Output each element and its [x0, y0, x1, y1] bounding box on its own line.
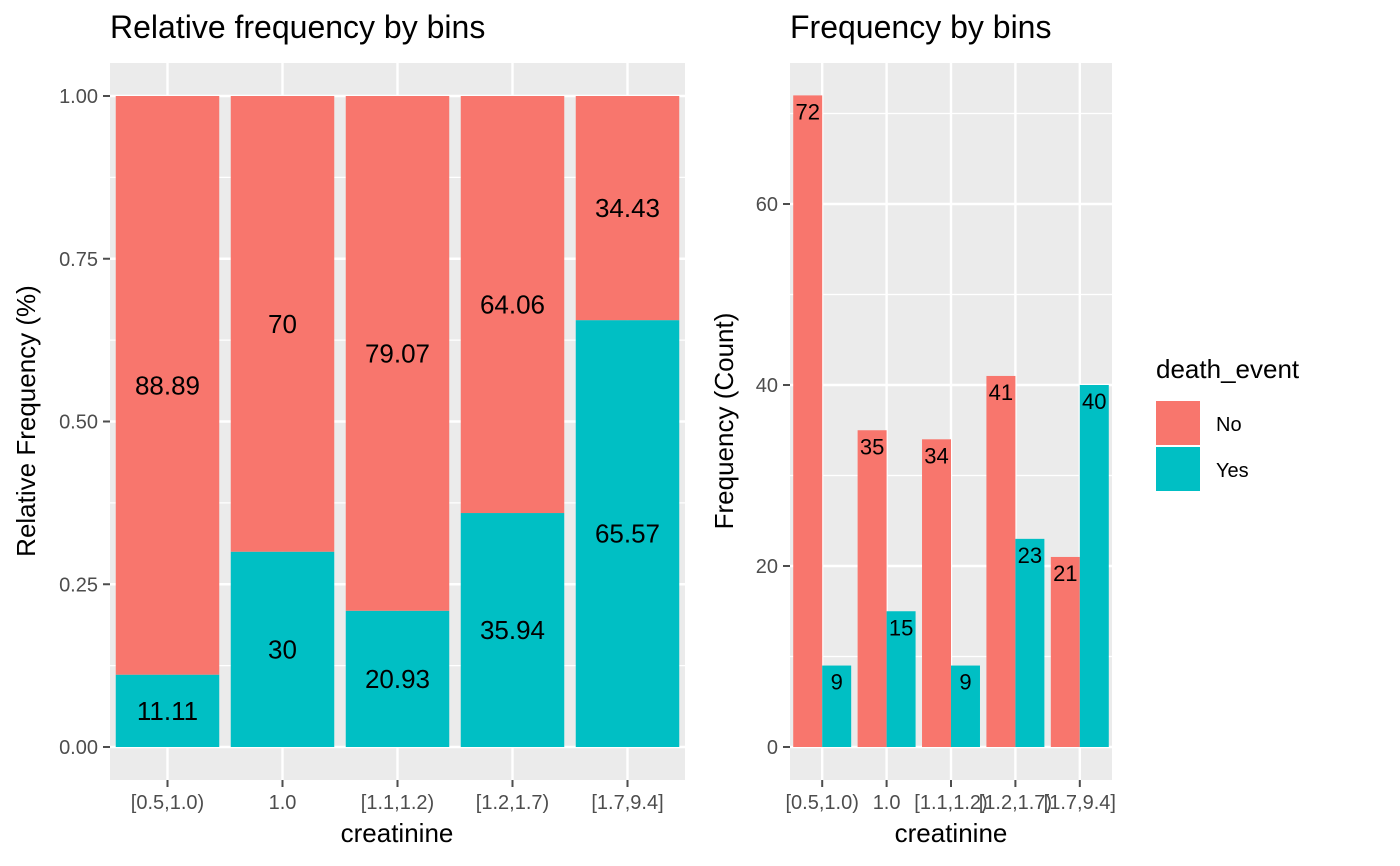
y-tick-label: 0.25	[59, 574, 98, 596]
bar-no	[986, 375, 1016, 747]
data-label-yes: 9	[959, 670, 971, 695]
x-tick-label: [1.7,9.4]	[1044, 792, 1116, 814]
x-tick-label: 1.0	[269, 792, 297, 814]
left-bars	[115, 96, 680, 747]
legend-label-no: No	[1216, 414, 1242, 436]
data-label-yes: 30	[268, 634, 297, 664]
y-tick-label: 1.00	[59, 86, 98, 108]
right-data-labels: 72 35 34 41 21 9 15 9 23 40	[795, 99, 1106, 694]
legend-title: death_event	[1156, 354, 1300, 384]
data-label-no: 34.43	[595, 193, 660, 223]
legend-key-yes	[1156, 447, 1200, 491]
right-chart-title: Frequency by bins	[790, 9, 1051, 45]
legend: death_event No Yes	[1156, 354, 1300, 491]
data-label-yes: 40	[1082, 389, 1106, 414]
data-label-no: 72	[795, 99, 819, 124]
right-chart: Frequency by bins 72 35 34 41 21 9 15 9 23 40 0 20…	[709, 9, 1116, 848]
bar-no	[575, 96, 680, 321]
data-label-no: 41	[989, 380, 1013, 405]
y-tick-label: 0.50	[59, 412, 98, 434]
legend-key-no	[1156, 401, 1200, 445]
bar-yes	[115, 674, 220, 747]
bar-no	[793, 95, 823, 747]
data-label-yes: 11.11	[137, 696, 198, 726]
data-label-no: 70	[268, 309, 297, 339]
x-tick-label: [1.2,1.7)	[979, 792, 1052, 814]
bar-no	[857, 430, 887, 747]
data-label-no: 64.06	[480, 290, 545, 320]
bar-no	[922, 439, 951, 747]
right-y-axis: 0 20 40 60	[756, 194, 790, 759]
bar-yes	[1015, 538, 1045, 747]
right-bars	[793, 95, 1109, 747]
bar-yes	[822, 665, 852, 747]
bar-yes	[460, 513, 565, 747]
left-chart: Relative frequency by bins 11.11 88.89 30 7…	[11, 9, 685, 848]
data-label-no: 21	[1053, 561, 1077, 586]
y-tick-label: 0	[767, 737, 778, 759]
data-label-yes: 20.93	[365, 664, 430, 694]
bar-yes	[230, 551, 335, 747]
x-tick-label: 1.0	[873, 792, 901, 814]
right-x-axis: [0.5,1.0) 1.0 [1.1,1.2)[1.2,1.7)[1.7,9.4]	[786, 780, 1116, 814]
data-label-yes: 9	[831, 670, 843, 695]
x-tick-label: [1.2,1.7)	[476, 792, 549, 814]
y-tick-label: 0.75	[59, 249, 98, 271]
bar-no	[460, 96, 565, 514]
right-x-axis-title: creatinine	[895, 818, 1008, 848]
bar-yes	[886, 611, 916, 747]
bar-yes	[575, 320, 680, 747]
x-tick-label: [0.5,1.0)	[786, 792, 859, 814]
bar-no	[345, 96, 450, 611]
data-label-no: 79.07	[365, 338, 430, 368]
bar-yes	[1079, 385, 1109, 747]
data-label-yes: 35.94	[480, 615, 545, 645]
x-tick-label: [1.1,1.2)	[914, 792, 987, 814]
left-x-axis-title: creatinine	[341, 818, 454, 848]
y-tick-label: 0.00	[59, 737, 98, 759]
left-y-axis-title: Relative Frequency (%)	[11, 285, 41, 557]
y-tick-label: 60	[756, 194, 778, 216]
y-tick-label: 20	[756, 556, 778, 578]
left-y-axis: 0.00 0.25 0.50 0.75 1.00	[59, 86, 110, 759]
data-label-no: 35	[860, 434, 884, 459]
left-chart-title: Relative frequency by bins	[110, 9, 485, 45]
bar-yes	[951, 665, 980, 747]
left-data-labels: 11.11 88.89 30 70 20.93 79.07 35.94 64.06 65.57 3…	[135, 193, 660, 726]
legend-label-yes: Yes	[1216, 460, 1249, 482]
data-label-yes: 15	[889, 615, 913, 640]
right-y-axis-title: Frequency (Count)	[709, 313, 739, 530]
left-x-axis: [0.5,1.0) 1.0 [1.1,1.2) [1.2,1.7) [1.7,9.4]	[131, 780, 664, 814]
bar-yes	[345, 610, 450, 747]
data-label-no: 34	[924, 443, 948, 468]
x-tick-label: [1.7,9.4]	[591, 792, 663, 814]
bar-no	[115, 96, 220, 675]
bar-no	[230, 96, 335, 552]
x-tick-label: [0.5,1.0)	[131, 792, 204, 814]
bar-no	[1050, 556, 1080, 747]
data-label-no: 88.89	[135, 370, 200, 400]
data-label-yes: 23	[1018, 543, 1042, 568]
data-label-yes: 65.57	[595, 519, 660, 549]
y-tick-label: 40	[756, 375, 778, 397]
x-tick-label: [1.1,1.2)	[361, 792, 434, 814]
